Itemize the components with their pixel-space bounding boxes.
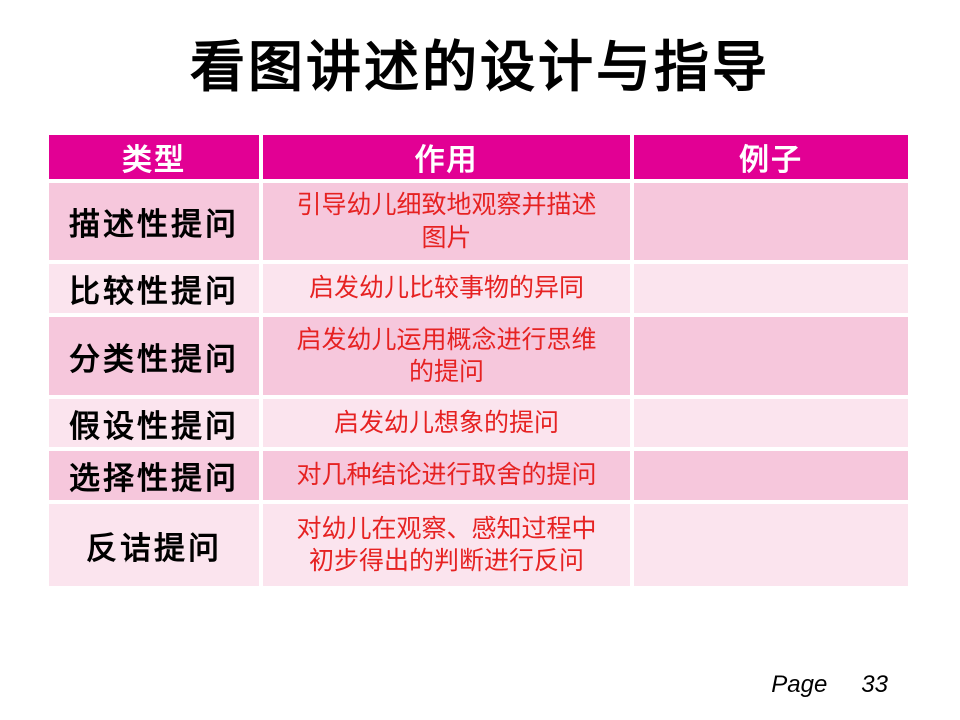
table-header-row: 类型 作用 例子 bbox=[49, 135, 908, 183]
cell-example bbox=[634, 504, 908, 586]
cell-type: 描述性提问 bbox=[49, 183, 263, 264]
cell-function: 对几种结论进行取舍的提问 bbox=[263, 451, 634, 504]
cell-example bbox=[634, 264, 908, 317]
cell-type: 假设性提问 bbox=[49, 399, 263, 451]
cell-example bbox=[634, 317, 908, 399]
table-row: 描述性提问 引导幼儿细致地观察并描述 图片 bbox=[49, 183, 908, 264]
table-row: 假设性提问 启发幼儿想象的提问 bbox=[49, 399, 908, 451]
column-header-type: 类型 bbox=[49, 135, 263, 183]
cell-type: 选择性提问 bbox=[49, 451, 263, 504]
cell-function: 对幼儿在观察、感知过程中 初步得出的判断进行反问 bbox=[263, 504, 634, 586]
table-row: 比较性提问 启发幼儿比较事物的异同 bbox=[49, 264, 908, 317]
cell-function: 启发幼儿运用概念进行思维 的提问 bbox=[263, 317, 634, 399]
page-number-value: 33 bbox=[861, 671, 888, 698]
cell-type: 分类性提问 bbox=[49, 317, 263, 399]
column-header-function: 作用 bbox=[263, 135, 634, 183]
question-types-table: 类型 作用 例子 描述性提问 引导幼儿细致地观察并描述 图片 比较性提问 启发幼… bbox=[49, 135, 908, 586]
table-row: 分类性提问 启发幼儿运用概念进行思维 的提问 bbox=[49, 317, 908, 399]
cell-example bbox=[634, 399, 908, 451]
page-number: Page 33 bbox=[771, 671, 888, 699]
cell-type: 反诘提问 bbox=[49, 504, 263, 586]
table-row: 反诘提问 对幼儿在观察、感知过程中 初步得出的判断进行反问 bbox=[49, 504, 908, 586]
cell-function: 启发幼儿比较事物的异同 bbox=[263, 264, 634, 317]
cell-function: 引导幼儿细致地观察并描述 图片 bbox=[263, 183, 634, 264]
page-title: 看图讲述的设计与指导 bbox=[189, 37, 770, 98]
cell-function: 启发幼儿想象的提问 bbox=[263, 399, 634, 451]
cell-type: 比较性提问 bbox=[49, 264, 263, 317]
column-header-example: 例子 bbox=[634, 135, 908, 183]
cell-example bbox=[634, 451, 908, 504]
cell-example bbox=[634, 183, 908, 264]
table-row: 选择性提问 对几种结论进行取舍的提问 bbox=[49, 451, 908, 504]
page-label: Page bbox=[771, 671, 828, 698]
